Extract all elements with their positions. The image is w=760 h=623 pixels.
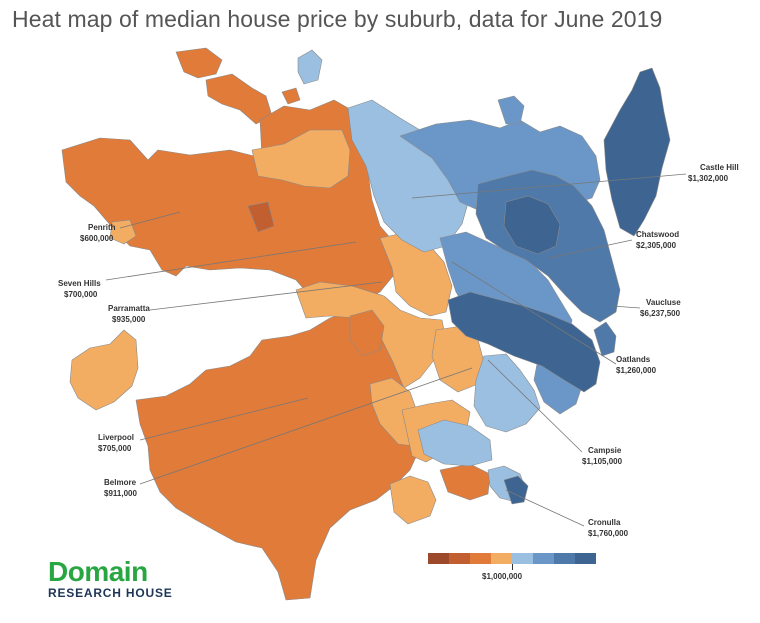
map-regions — [61, 47, 671, 601]
region-south-3 — [439, 463, 491, 501]
region-mblue-4 — [497, 95, 525, 125]
region-nw-3 — [297, 49, 323, 85]
callout-labels: Castle Hill $1,302,000 Chatswood $2,305,… — [58, 163, 739, 538]
leader-seven-hills — [105, 241, 357, 281]
region-nw-4 — [281, 87, 301, 105]
region-west-1 — [61, 99, 399, 303]
legend-swatch-4 — [491, 553, 512, 564]
label-parramatta-value: $935,000 — [112, 315, 146, 324]
leader-belmore — [139, 367, 473, 485]
logo-sub-text: RESEARCH HOUSE — [48, 586, 173, 600]
region-nw-1 — [175, 47, 223, 79]
label-penrith-value: $600,000 — [80, 234, 114, 243]
label-cronulla-name: Cronulla — [588, 518, 621, 527]
legend-swatch-3 — [470, 553, 491, 564]
legend-swatch-8 — [575, 553, 596, 564]
leader-campsie — [487, 359, 583, 453]
leader-cronulla — [505, 489, 585, 527]
label-chatswood-value: $2,305,000 — [636, 241, 677, 250]
leader-chatswood — [547, 239, 633, 259]
label-belmore-value: $911,000 — [104, 489, 137, 498]
label-vaucluse-value: $6,237,500 — [640, 309, 681, 318]
label-penrith-name: Penrith — [88, 223, 116, 232]
label-belmore-name: Belmore — [104, 478, 137, 487]
legend-midpoint-label: $1,000,000 — [482, 572, 523, 581]
label-seven-hills-name: Seven Hills — [58, 279, 101, 288]
page-title: Heat map of median house price by suburb… — [12, 6, 663, 32]
region-dblue-4 — [503, 195, 561, 255]
region-west-2 — [251, 129, 351, 189]
label-oatlands-value: $1,260,000 — [616, 366, 657, 375]
label-vaucluse-name: Vaucluse — [646, 298, 681, 307]
region-south-2 — [389, 475, 437, 525]
label-liverpool-name: Liverpool — [98, 433, 134, 442]
region-sw-1 — [135, 311, 421, 601]
legend-swatch-6 — [533, 553, 554, 564]
label-campsie-value: $1,105,000 — [582, 457, 623, 466]
leader-lines — [105, 173, 687, 527]
region-lblue-3 — [417, 419, 493, 467]
legend-swatch-2 — [449, 553, 470, 564]
region-lblue-2 — [473, 353, 541, 433]
leader-vaucluse — [611, 305, 641, 309]
legend-color-bar — [428, 553, 596, 564]
region-penrith-dark — [247, 201, 275, 233]
label-chatswood-name: Chatswood — [636, 230, 679, 239]
logo-main-text: Domain — [48, 556, 148, 587]
region-west-island — [69, 329, 139, 411]
color-legend: $1,000,000 — [428, 553, 596, 581]
leader-liverpool — [139, 397, 309, 441]
leader-parramatta — [149, 281, 383, 311]
region-west-3 — [109, 219, 137, 245]
label-liverpool-value: $705,000 — [98, 444, 132, 453]
leader-penrith — [119, 211, 181, 229]
region-central-3 — [349, 309, 385, 357]
label-castle-hill-value: $1,302,000 — [688, 174, 729, 183]
region-dblue-2 — [603, 67, 671, 237]
label-cronulla-value: $1,760,000 — [588, 529, 629, 538]
legend-midpoint-tick — [512, 564, 513, 570]
legend-swatch-7 — [554, 553, 575, 564]
leader-oatlands — [451, 261, 617, 365]
region-nw-2 — [205, 73, 273, 125]
label-seven-hills-value: $700,000 — [64, 290, 98, 299]
label-campsie-name: Campsie — [588, 446, 622, 455]
region-dblue-3 — [447, 291, 601, 393]
leader-castle-hill — [411, 173, 687, 199]
legend-swatch-1 — [428, 553, 449, 564]
domain-logo: Domain RESEARCH HOUSE — [48, 556, 173, 601]
legend-swatch-5 — [512, 553, 533, 564]
label-oatlands-name: Oatlands — [616, 355, 651, 364]
label-parramatta-name: Parramatta — [108, 304, 150, 313]
region-dblue-6 — [593, 321, 617, 357]
label-castle-hill-name: Castle Hill — [700, 163, 739, 172]
